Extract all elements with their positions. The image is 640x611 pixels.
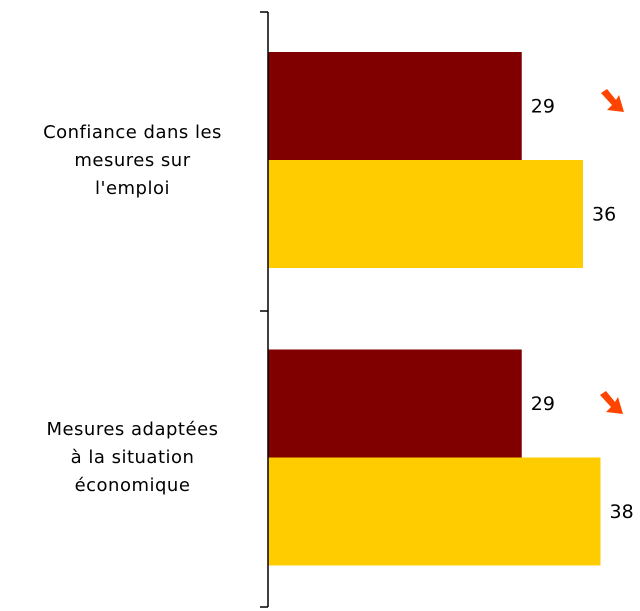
category-label: Confiance dans les mesures sur l'emploi [43,121,222,199]
category-label-box: Mesures adaptées à la situation économiq… [46,419,219,497]
value-label: 36 [592,204,616,226]
trend-arrow [600,391,623,414]
value-label: 29 [531,393,555,415]
value-label: 29 [531,96,555,118]
value-label: 38 [610,501,634,523]
trend-arrow [601,89,624,112]
bar [268,349,522,458]
bar [268,52,522,160]
category-label: Mesures adaptées à la situation économiq… [46,419,219,497]
category-label-box: Confiance dans les mesures sur l'emploi [43,121,222,199]
bar [268,457,601,566]
bar [268,160,583,268]
